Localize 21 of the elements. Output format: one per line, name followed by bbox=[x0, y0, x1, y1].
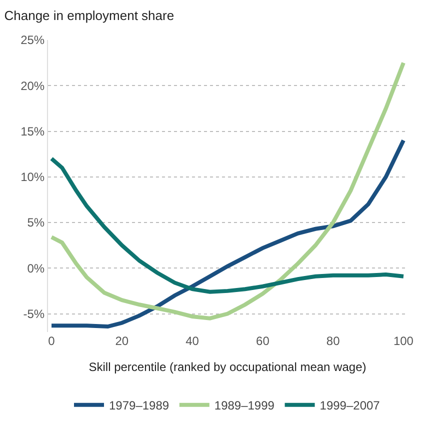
x-tick-label: 40 bbox=[186, 334, 200, 348]
y-tick-label: 25% bbox=[20, 33, 45, 48]
legend-label: 1979–1989 bbox=[109, 398, 170, 413]
x-tick-label: 20 bbox=[115, 334, 129, 348]
y-tick-label: -5% bbox=[23, 306, 45, 321]
x-tick-label: 100 bbox=[393, 334, 414, 348]
y-tick-label: 5% bbox=[27, 216, 45, 230]
x-tick-label: 60 bbox=[256, 334, 270, 348]
legend-label: 1999–2007 bbox=[320, 398, 380, 413]
y-tick-label: 10% bbox=[20, 170, 45, 184]
y-tick-label: 15% bbox=[20, 124, 45, 138]
x-tick-label: 0 bbox=[48, 334, 56, 348]
x-axis-title: Skill percentile (ranked by occupational mean wage) bbox=[88, 360, 366, 374]
line-series bbox=[50, 138, 406, 329]
legend-label: 1989–1999 bbox=[214, 398, 275, 413]
x-tick-label: 80 bbox=[326, 334, 340, 348]
chart-title: Change in employment share bbox=[4, 8, 174, 23]
y-tick-label: 20% bbox=[20, 78, 45, 93]
line-series bbox=[50, 60, 406, 320]
y-tick-label: 0% bbox=[27, 261, 45, 276]
line-series bbox=[50, 156, 406, 294]
